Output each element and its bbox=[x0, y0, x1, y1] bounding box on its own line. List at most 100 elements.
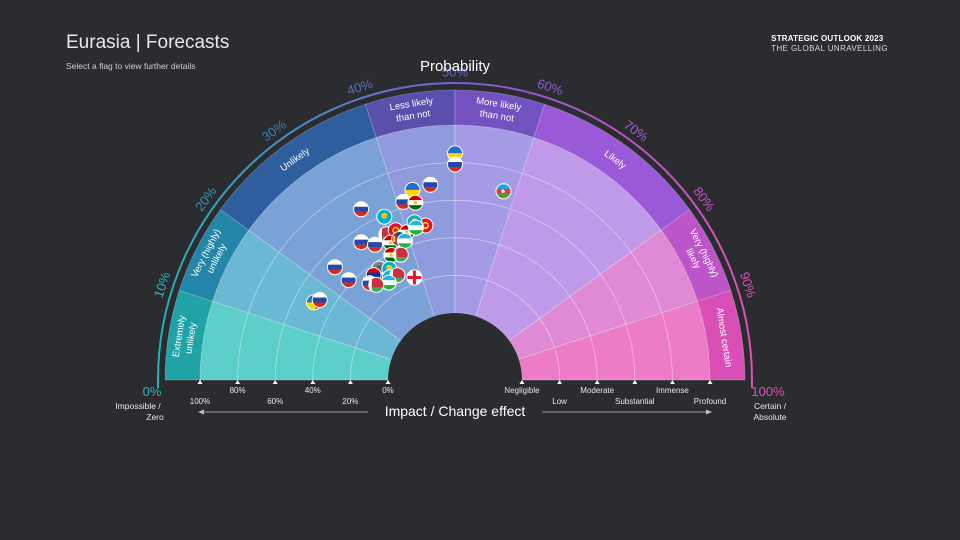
impact-tick-left-bottom: 20% bbox=[342, 397, 358, 406]
flag-stripe bbox=[368, 277, 372, 293]
flag-stripe bbox=[408, 225, 424, 231]
axis-right-end: 100% Certain /Absolute bbox=[751, 384, 786, 422]
flag-russia[interactable] bbox=[340, 272, 357, 289]
flag-border bbox=[353, 201, 370, 218]
probability-tick-30: 30% bbox=[259, 117, 289, 145]
flag-stripe bbox=[408, 230, 424, 236]
flag-stripe bbox=[389, 267, 405, 278]
flag-stripe bbox=[408, 220, 424, 226]
flag-sun bbox=[386, 264, 393, 271]
impact-ticks: 80% 40% 0% 100% 60% 20% Negligible Moderate Imme… bbox=[190, 380, 726, 406]
flag-russia[interactable] bbox=[367, 236, 383, 253]
flag-art bbox=[383, 247, 399, 263]
flag-art bbox=[367, 237, 383, 253]
flag-art bbox=[381, 275, 397, 291]
probability-axis-arc bbox=[157, 82, 753, 381]
flag-stripe bbox=[422, 187, 438, 193]
tick-marker bbox=[707, 380, 713, 384]
impact-ring bbox=[350, 275, 560, 381]
impact-tick-left-top: 80% bbox=[230, 386, 246, 395]
flag-stripe bbox=[395, 204, 411, 210]
flags-layer bbox=[305, 145, 512, 311]
flag-russia[interactable] bbox=[353, 234, 370, 251]
flag-art bbox=[407, 195, 423, 211]
flag-stripe bbox=[447, 167, 463, 172]
flag-sun-inner bbox=[393, 228, 398, 233]
flag-stripe bbox=[393, 257, 409, 263]
flag-stripe bbox=[397, 238, 413, 244]
band-1 bbox=[164, 289, 213, 381]
impact-tick-left-bottom: 60% bbox=[267, 397, 283, 406]
band-3 bbox=[219, 103, 377, 231]
flag-border bbox=[407, 219, 424, 236]
impact-tick-right-top: Immense bbox=[656, 386, 689, 395]
flag-art bbox=[447, 157, 463, 172]
flag-border bbox=[447, 156, 463, 173]
flag-tajikistan[interactable] bbox=[407, 194, 424, 211]
flag-stripe bbox=[362, 275, 378, 281]
impact-ring bbox=[312, 237, 598, 381]
flag-stripe bbox=[368, 287, 384, 293]
impact-tick-left-top: 0% bbox=[382, 386, 394, 395]
flag-uzbekistan[interactable] bbox=[396, 232, 413, 249]
flag-stripe bbox=[447, 145, 463, 154]
flag-azerbaijan[interactable] bbox=[495, 183, 512, 200]
impact-arrow-right-head bbox=[706, 409, 712, 415]
flag-stripe bbox=[389, 277, 405, 283]
flag-stripe bbox=[368, 277, 384, 288]
flag-stripe bbox=[383, 247, 399, 253]
flag-art bbox=[406, 270, 422, 285]
flag-uzbekistan[interactable] bbox=[407, 219, 424, 236]
flag-stripe bbox=[496, 183, 511, 189]
flag-stripe bbox=[306, 302, 322, 310]
flag-russia[interactable] bbox=[326, 259, 343, 276]
probability-tick-20: 20% bbox=[192, 184, 220, 214]
flag-stripe bbox=[366, 267, 382, 273]
flag-stripe bbox=[327, 269, 343, 275]
flag-border bbox=[367, 236, 383, 253]
band-6 bbox=[533, 103, 691, 231]
impact-title: Impact / Change effect bbox=[385, 403, 526, 419]
flag-stripe bbox=[353, 211, 369, 217]
tick-marker bbox=[669, 380, 675, 384]
flag-border bbox=[392, 246, 409, 263]
band-label-line-2: unlikely bbox=[183, 321, 199, 354]
probability-tick-50: 50% bbox=[442, 64, 468, 79]
flag-border bbox=[340, 272, 357, 289]
flag-russia[interactable] bbox=[422, 176, 439, 193]
flag-stripe bbox=[353, 244, 369, 250]
flag-stripe bbox=[397, 243, 413, 249]
flag-stripe bbox=[447, 162, 463, 167]
flag-crown bbox=[388, 241, 393, 245]
impact-tick-left-bottom: 100% bbox=[190, 397, 210, 406]
flag-border bbox=[311, 292, 328, 308]
flag-border bbox=[406, 269, 423, 286]
flag-art bbox=[376, 209, 392, 225]
flag-stripe bbox=[367, 247, 383, 253]
probability-axis bbox=[157, 82, 753, 388]
flag-stripe bbox=[341, 282, 357, 288]
tick-marker bbox=[272, 380, 278, 384]
impact-tick-left-top: 40% bbox=[305, 386, 321, 395]
flag-stripe bbox=[367, 237, 383, 243]
flag-kazakhstan[interactable] bbox=[376, 208, 393, 225]
flag-stripe bbox=[381, 275, 397, 281]
flag-art bbox=[312, 292, 328, 308]
flag-russia[interactable] bbox=[311, 292, 328, 308]
flag-belarus[interactable] bbox=[392, 246, 409, 263]
flag-georgia[interactable] bbox=[406, 269, 423, 286]
flag-stripe bbox=[341, 272, 357, 278]
flag-russia[interactable] bbox=[447, 156, 463, 173]
flag-russia[interactable] bbox=[353, 201, 370, 218]
band-7 bbox=[660, 208, 732, 302]
flag-art bbox=[327, 259, 343, 275]
flag-stripe bbox=[353, 206, 369, 212]
tick-marker bbox=[594, 380, 600, 384]
flag-border bbox=[326, 259, 343, 276]
flag-belarus[interactable] bbox=[368, 276, 385, 293]
impact-tick-right-bottom: Substantial bbox=[615, 397, 655, 406]
brand-title: STRATEGIC OUTLOOK 2023 bbox=[771, 34, 884, 43]
flag-stripe bbox=[381, 285, 397, 291]
band-5 bbox=[454, 89, 546, 138]
flag-stripe bbox=[312, 302, 328, 308]
